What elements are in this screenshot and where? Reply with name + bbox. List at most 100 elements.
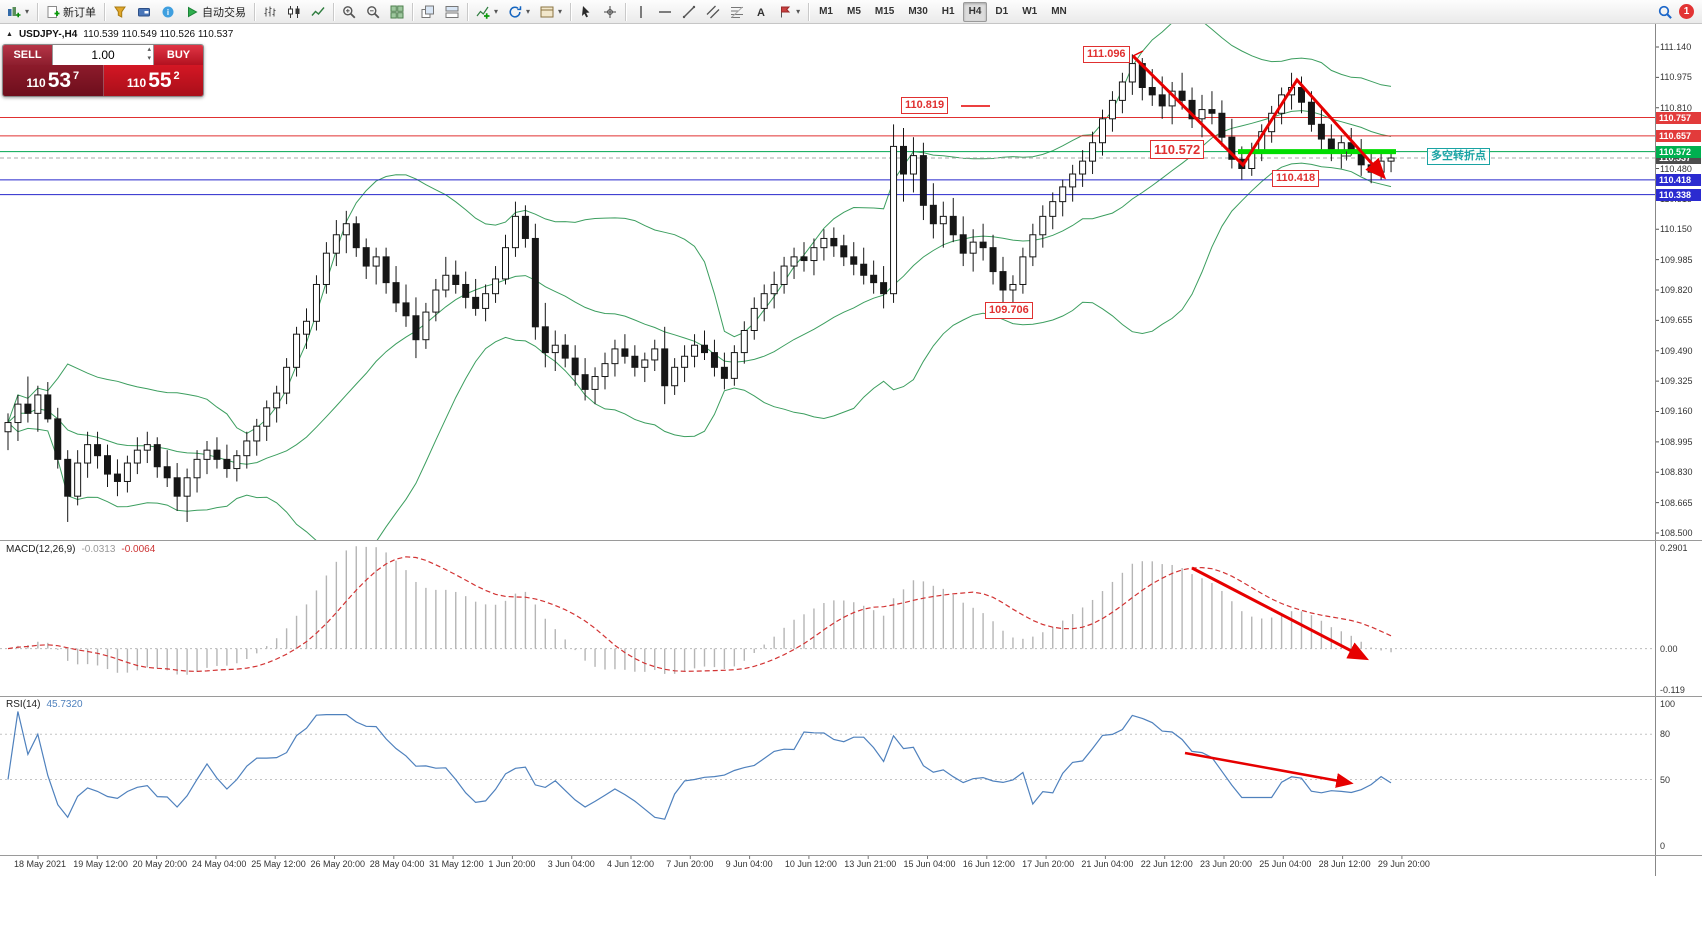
tile-windows-button[interactable] bbox=[386, 2, 408, 22]
buy-button[interactable]: BUY bbox=[154, 45, 203, 65]
timeframe-m5-button[interactable]: M5 bbox=[846, 6, 861, 17]
price-scale-tick: 109.820 bbox=[1660, 285, 1693, 295]
textA-icon: A bbox=[754, 5, 768, 19]
refresh-icon bbox=[508, 5, 522, 19]
timeframe-w1-button[interactable]: W1 bbox=[1022, 6, 1038, 17]
spinner-down-icon[interactable]: ▾ bbox=[147, 55, 151, 62]
svg-text:A: A bbox=[757, 7, 765, 19]
cursor-button[interactable] bbox=[575, 2, 597, 22]
price-scale-tick: 109.490 bbox=[1660, 345, 1693, 356]
chart-icon: ▲ bbox=[6, 31, 13, 38]
toolbar-separator bbox=[254, 2, 256, 21]
time-axis-label: 23 Jun 20:00 bbox=[1200, 859, 1253, 869]
spinner-up-icon[interactable]: ▴ bbox=[147, 46, 151, 53]
candlestick-chart-button[interactable] bbox=[283, 2, 305, 22]
note-label[interactable]: 多空转折点 bbox=[1427, 148, 1490, 165]
new-chart-button[interactable]: ▾ bbox=[3, 2, 33, 22]
timeframe-m1-button[interactable]: M1 bbox=[819, 6, 833, 17]
sell-button[interactable]: SELL bbox=[3, 45, 52, 65]
text-button[interactable]: A bbox=[750, 2, 772, 22]
time-axis[interactable]: 18 May 2021 19 May 12:00 20 May 20:00 24 Ma… bbox=[0, 856, 1702, 876]
line-chart-button[interactable] bbox=[307, 2, 329, 22]
equidistant-channel-button[interactable] bbox=[702, 2, 724, 22]
sell-price-pips: 53 bbox=[47, 68, 72, 92]
timeframe-d1-button[interactable]: D1 bbox=[995, 6, 1009, 17]
autotrading-button[interactable]: 自动交易 bbox=[181, 2, 250, 22]
search-icon bbox=[1658, 5, 1672, 19]
timeframe-h1-button[interactable]: H1 bbox=[941, 6, 955, 17]
fibonacci-button[interactable] bbox=[726, 2, 748, 22]
line-icon bbox=[311, 5, 325, 19]
price-annotation-high[interactable]: 111.096 bbox=[1083, 46, 1130, 63]
panel-separator[interactable] bbox=[0, 855, 1702, 856]
timeframe-h4-button[interactable]: H4 bbox=[962, 1, 988, 22]
info-icon: i bbox=[161, 5, 175, 19]
price-annotation-support[interactable]: 110.418 bbox=[1272, 170, 1320, 187]
price-scale-tick: 110.480 bbox=[1660, 163, 1692, 174]
price-annotation-low[interactable]: 109.706 bbox=[985, 302, 1033, 319]
price-annotation-pivot[interactable]: 110.572 bbox=[1150, 140, 1205, 159]
dropdown-caret-icon: ▾ bbox=[558, 7, 563, 16]
timeframe-m30-button[interactable]: M30 bbox=[908, 6, 928, 17]
toolbar-separator bbox=[412, 2, 414, 21]
arrange-windows-button[interactable] bbox=[441, 2, 463, 22]
profiles-button[interactable] bbox=[109, 2, 131, 22]
horizontal-line-button[interactable] bbox=[654, 2, 676, 22]
symbol-title: USDJPY-,H4 bbox=[18, 29, 78, 40]
timeframe-mn-button[interactable]: MN bbox=[1051, 6, 1067, 17]
macd-value-signal: -0.0064 bbox=[121, 544, 156, 555]
volume-input[interactable]: 1.00 ▴ ▾ bbox=[52, 45, 154, 65]
sell-price-base: 110 bbox=[26, 76, 46, 90]
market-watch-button[interactable] bbox=[133, 2, 155, 22]
price-annotation-resistance[interactable]: 110.819 bbox=[901, 97, 949, 114]
price-line-label: 110.572 bbox=[1656, 145, 1701, 158]
price-scale-tick: 109.160 bbox=[1660, 406, 1693, 417]
price-scale-tick: 108.500 bbox=[1660, 528, 1693, 538]
macd-label: MACD(12,26,9) -0.0313 -0.0064 bbox=[6, 544, 155, 555]
bar-chart-button[interactable] bbox=[259, 2, 281, 22]
data-window-button[interactable]: i bbox=[157, 2, 179, 22]
rsi-name: RSI(14) bbox=[6, 699, 41, 710]
notification-badge[interactable]: 1 bbox=[1679, 4, 1694, 19]
funnel-icon bbox=[113, 5, 127, 19]
templates-button[interactable]: ▾ bbox=[536, 2, 566, 22]
indicator-add-icon bbox=[476, 5, 490, 19]
zoom-in-button[interactable] bbox=[338, 2, 360, 22]
periods-button[interactable]: ▾ bbox=[504, 2, 534, 22]
volume-spinner[interactable]: ▴ ▾ bbox=[147, 45, 151, 63]
dropdown-caret-icon: ▾ bbox=[526, 7, 531, 16]
panel-separator[interactable] bbox=[0, 540, 1702, 541]
toolbar-separator bbox=[808, 2, 810, 21]
crosshair-button[interactable] bbox=[599, 2, 621, 22]
zoom-out-button[interactable] bbox=[362, 2, 384, 22]
time-axis-label: 9 Jun 04:00 bbox=[725, 859, 773, 869]
autotrading-button-label: 自动交易 bbox=[202, 6, 247, 19]
sell-price-panel[interactable]: 110 53 7 bbox=[3, 65, 104, 96]
vertical-line-button[interactable] bbox=[630, 2, 652, 22]
cascade-windows-button[interactable] bbox=[417, 2, 439, 22]
indicators-button[interactable]: ▾ bbox=[472, 2, 502, 22]
timeframe-m15-button[interactable]: M15 bbox=[874, 6, 895, 17]
buy-price-panel[interactable]: 110 55 2 bbox=[103, 65, 203, 96]
channel-icon bbox=[706, 5, 720, 19]
search-button[interactable] bbox=[1654, 2, 1676, 22]
macd-name: MACD(12,26,9) bbox=[6, 544, 76, 555]
price-scale-tick: 111.140 bbox=[1660, 42, 1692, 52]
price-scale[interactable] bbox=[1655, 24, 1702, 876]
price-scale-tick: 109.985 bbox=[1660, 254, 1693, 265]
toolbar-separator bbox=[333, 2, 335, 21]
cascade-icon bbox=[421, 5, 435, 19]
vline-icon bbox=[634, 5, 648, 19]
macd-scale-tick: -0.119 bbox=[1660, 684, 1685, 695]
time-axis-label: 15 Jun 04:00 bbox=[903, 859, 956, 869]
buy-price-base: 110 bbox=[126, 76, 147, 90]
new-order-button[interactable]: 新订单 bbox=[42, 2, 100, 22]
template-icon bbox=[540, 5, 554, 19]
arrows-button[interactable]: ▾ bbox=[774, 2, 804, 22]
panel-separator[interactable] bbox=[0, 696, 1702, 697]
new-order-button-label: 新订单 bbox=[63, 6, 97, 19]
macd-scale-tick: 0.2901 bbox=[1660, 542, 1688, 553]
trendline-button[interactable] bbox=[678, 2, 700, 22]
time-axis-label: 21 Jun 04:00 bbox=[1081, 859, 1134, 869]
